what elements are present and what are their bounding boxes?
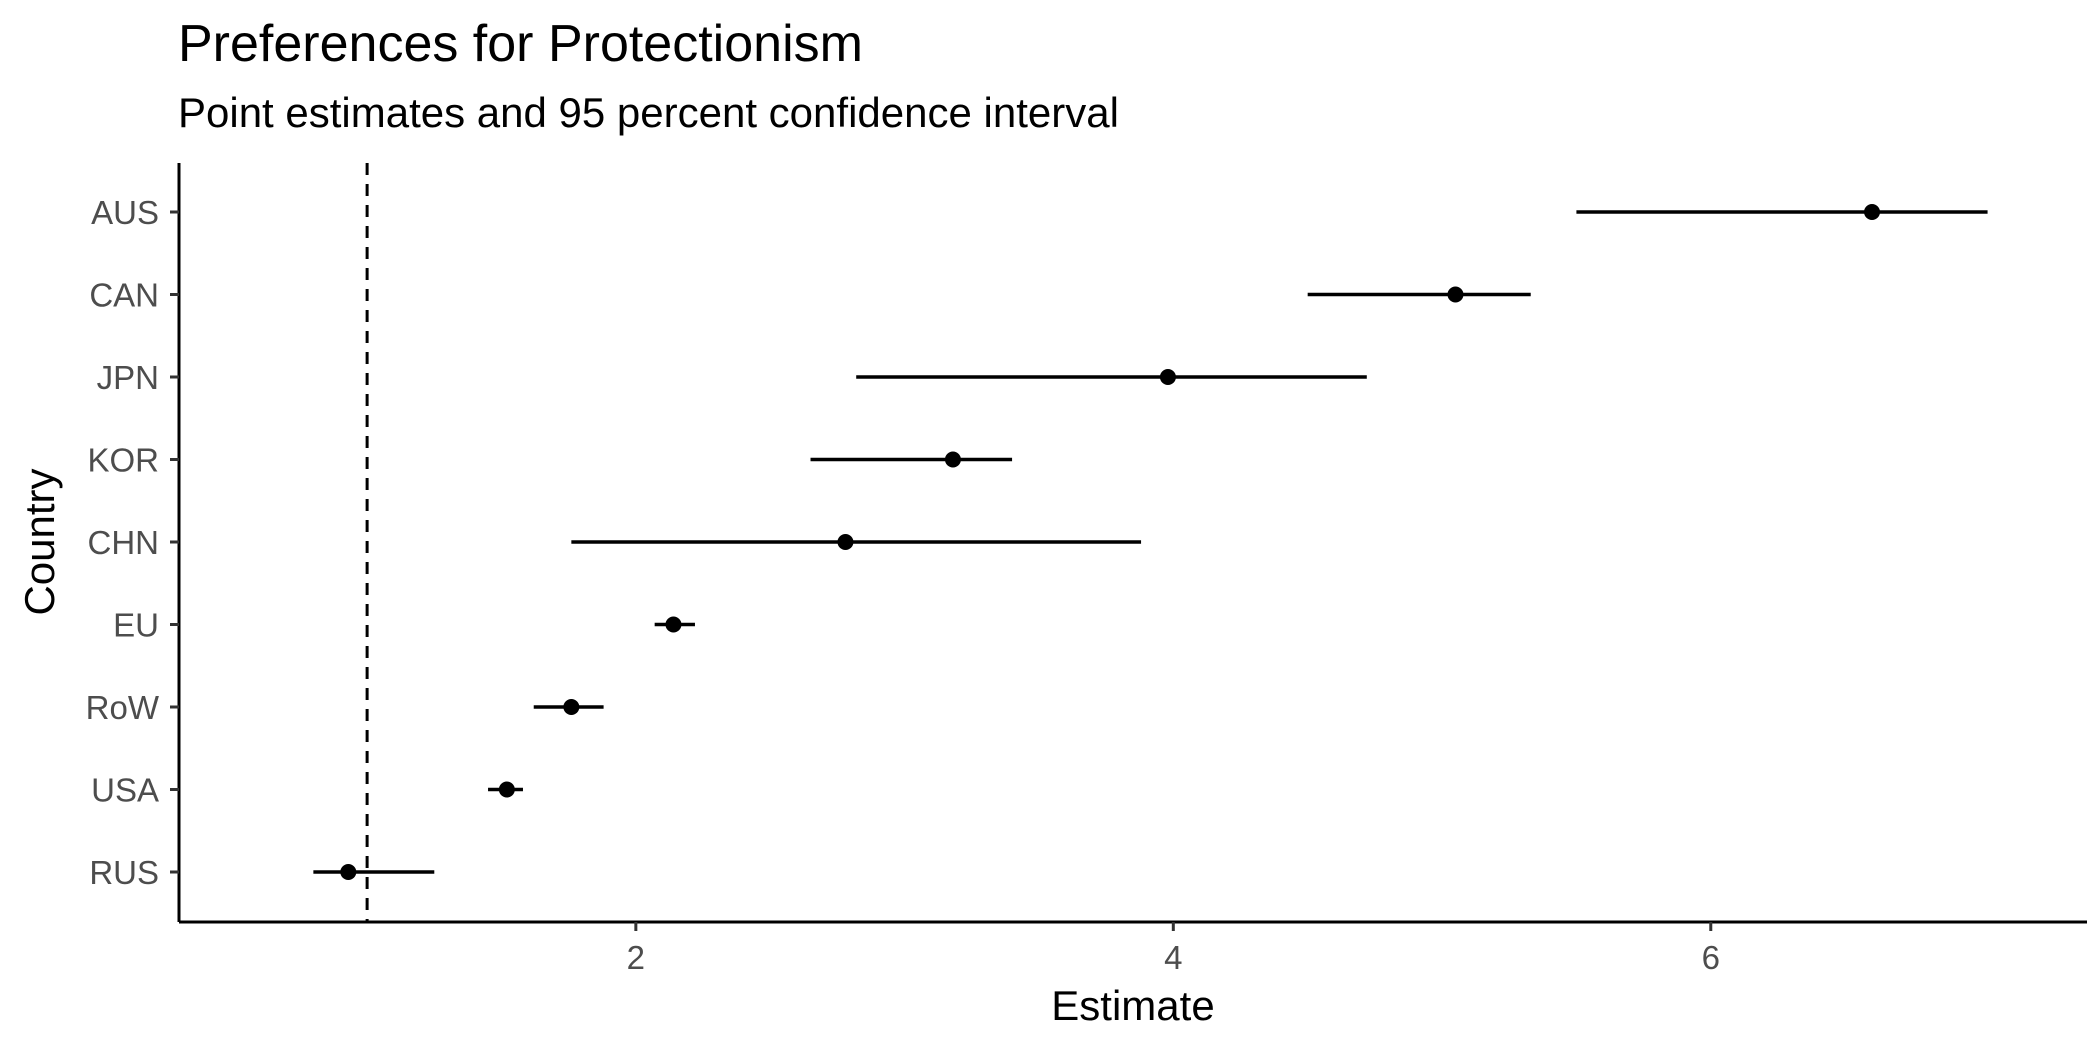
y-tick-label-eu: EU [113,607,159,644]
point-aus [1864,204,1881,220]
y-tick-label-jpn: JPN [97,359,159,396]
y-tick-layer: AUS CAN JPN KOR CHN EU RoW USA RUS [86,194,179,891]
point-jpn [1159,369,1176,385]
x-tick-label-4: 4 [1164,939,1182,976]
chart-title: Preferences for Protectionism [178,15,863,73]
point-layer [340,204,1881,880]
y-tick-label-kor: KOR [87,442,159,479]
y-tick-label-chn: CHN [88,524,160,561]
x-axis-title: Estimate [1051,982,1214,1029]
y-tick-label-can: CAN [89,277,159,314]
y-axis-title: Country [16,468,63,615]
x-tick-label-6: 6 [1702,939,1720,976]
errorbar-layer [313,210,1988,874]
point-kor [944,451,961,468]
x-tick-layer: 2 4 6 [627,922,1720,976]
point-usa [498,781,515,798]
point-eu [665,616,682,633]
point-can [1447,286,1464,303]
y-tick-label-row: RoW [86,689,160,726]
y-tick-label-rus: RUS [89,854,159,891]
y-tick-label-usa: USA [91,772,159,809]
point-chn [837,534,854,550]
point-row [563,699,580,715]
x-tick-label-2: 2 [627,939,645,976]
y-tick-label-aus: AUS [91,194,159,231]
point-rus [340,864,357,880]
chart-subtitle: Point estimates and 95 percent confidenc… [178,89,1119,136]
